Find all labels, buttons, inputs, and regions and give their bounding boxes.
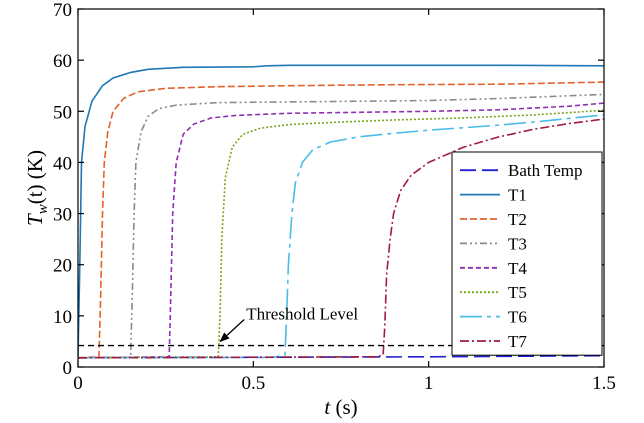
legend-label: T6: [508, 308, 527, 327]
series-line-t4: [78, 102, 604, 359]
y-tick-label: 0: [63, 358, 73, 379]
legend-label: T7: [508, 332, 527, 351]
legend-label: Bath Temp: [508, 161, 583, 180]
series-line-t1: [78, 64, 604, 357]
y-tick-label: 30: [53, 205, 72, 226]
legend-label: T2: [508, 210, 527, 229]
plot-frame: [77, 8, 605, 368]
y-tick-label: 70: [53, 0, 72, 21]
y-axis-title: Tw(t) (K): [23, 150, 51, 226]
x-tick-label: 1.5: [592, 373, 616, 394]
y-tick-label: 50: [53, 102, 72, 123]
legend-label: T4: [508, 259, 527, 278]
legend-label: T3: [508, 234, 527, 253]
y-tick-label: 60: [53, 51, 72, 72]
series-line-t6: [78, 114, 604, 359]
y-tick-label: 20: [53, 256, 72, 277]
y-tick-label: 10: [53, 307, 72, 328]
legend-label: T5: [508, 283, 527, 302]
series-line-t5: [78, 109, 604, 359]
legend-label: T1: [508, 186, 527, 205]
threshold-arrow: [219, 318, 245, 343]
legend-box: [451, 151, 603, 356]
x-tick-label: 0: [73, 373, 83, 394]
series-line-t2: [78, 81, 604, 359]
threshold-label: Threshold Level: [246, 304, 358, 323]
x-tick-label: 1: [424, 373, 434, 394]
x-axis-title: t (s): [324, 395, 357, 419]
x-tick-label: 0.5: [241, 373, 265, 394]
series-line-t3: [78, 93, 604, 359]
y-tick-label: 40: [53, 153, 72, 174]
